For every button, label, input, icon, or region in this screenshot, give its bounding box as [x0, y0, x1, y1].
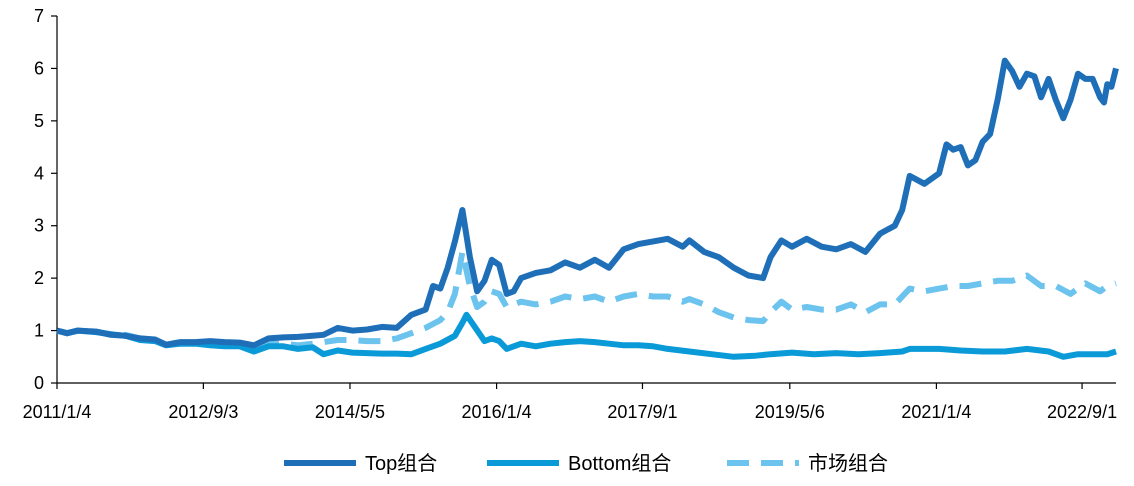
chart-axes: 0 1 2 3 4 5 6 7 2011/1/4 2012/9/3 2014/5/5 2016/1/4… — [23, 6, 1117, 422]
y-tick-label: 1 — [34, 321, 44, 341]
y-tick-label: 6 — [34, 58, 44, 78]
x-tick-label: 2016/1/4 — [462, 402, 532, 422]
y-tick-label: 0 — [34, 373, 44, 393]
x-tick-label: 2014/5/5 — [315, 402, 385, 422]
series-line-0 — [56, 57, 1119, 349]
x-tick-label: 2022/9/1 — [1047, 402, 1117, 422]
legend-label-1: Bottom组合 — [568, 452, 671, 475]
chart-legend: Top组合 Bottom组合 市场组合 — [284, 452, 888, 475]
chart-series — [56, 57, 1119, 360]
x-tick-label: 2012/9/3 — [168, 402, 238, 422]
y-tick-label: 7 — [34, 6, 44, 26]
y-tick-label: 2 — [34, 268, 44, 288]
x-tick-label: 2021/1/4 — [901, 402, 971, 422]
y-tick-label: 4 — [34, 163, 44, 183]
legend-label-0: Top组合 — [365, 452, 437, 475]
legend-label-2: 市场组合 — [808, 452, 888, 475]
x-tick-label: 2011/1/4 — [23, 402, 92, 422]
x-tick-label: 2019/5/6 — [755, 402, 825, 422]
y-tick-label: 3 — [34, 216, 44, 236]
y-tick-label: 5 — [34, 111, 44, 131]
series-line-1 — [56, 311, 1117, 360]
x-tick-label: 2017/9/1 — [607, 402, 677, 422]
